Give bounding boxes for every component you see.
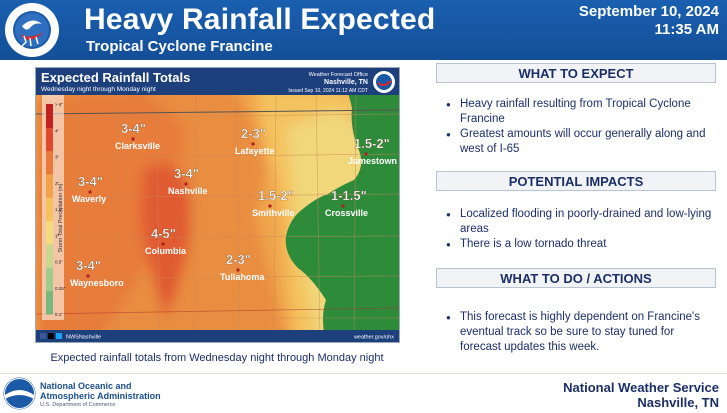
city-marker-icon	[268, 204, 272, 208]
nws-name: National Weather Service	[563, 380, 719, 395]
rainfall-amount: 1.5-2"	[354, 136, 390, 151]
legend-swatch	[46, 290, 53, 315]
issue-time: 11:35 AM	[654, 21, 719, 38]
city-name: Jamestown	[348, 156, 397, 166]
rainfall-amount: 4-5"	[151, 226, 176, 241]
page-subtitle: Tropical Cyclone Francine	[86, 38, 273, 55]
issued-time: Issued Sep 10, 2024 11:12 AM CDT	[288, 88, 368, 94]
city-name: Columbia	[145, 246, 187, 256]
city-label: 1-1.5" Crossville	[325, 188, 368, 218]
social-icons	[40, 333, 62, 339]
section-heading-impacts: POTENTIAL IMPACTS	[436, 171, 716, 191]
nws-small-logo-icon	[373, 71, 395, 93]
city-marker-icon	[131, 137, 135, 141]
bullet-item: Greatest amounts will occur generally al…	[446, 127, 716, 157]
city-name: Smithville	[252, 208, 295, 218]
noaa-name-line1: National Oceanic and	[40, 381, 132, 391]
city-marker-icon	[86, 274, 90, 278]
precip-legend: Storm Total Precipitation (in)	[42, 90, 64, 320]
noaa-name-line2: Atmospheric Administration	[40, 391, 161, 401]
city-label: 4-5" Columbia	[145, 226, 187, 256]
legend-title: Storm Total Precipitation (in)	[58, 183, 64, 252]
city-marker-icon	[161, 242, 165, 246]
rainfall-amount: 3-4"	[121, 121, 146, 136]
legend-swatch	[46, 174, 53, 198]
legend-tick-label: 0.25"	[55, 286, 66, 291]
page-title: Heavy Rainfall Expected	[84, 3, 436, 36]
rainfall-amount: 3-4"	[78, 174, 103, 189]
city-label: 3-4" Waynesboro	[70, 258, 124, 288]
city-marker-icon	[251, 142, 255, 146]
city-marker-icon	[341, 204, 345, 208]
rainfall-amount: 3-4"	[76, 258, 101, 273]
map-title: Expected Rainfall Totals	[41, 70, 190, 85]
footer: National Oceanic and Atmospheric Adminis…	[0, 373, 727, 413]
nws-office: Nashville, TN	[637, 395, 719, 410]
city-marker-icon	[184, 182, 188, 186]
office-city: Nashville, TN	[324, 79, 368, 86]
legend-tick-label: 0.1"	[55, 312, 63, 317]
city-name: Lafayette	[235, 146, 275, 156]
section-heading-expect: WHAT TO EXPECT	[436, 63, 716, 83]
nws-logo-icon	[5, 3, 59, 57]
bullet-item: This forecast is highly dependent on Fra…	[446, 310, 716, 355]
city-label: 2-3" Tullahoma	[220, 252, 265, 282]
city-marker-icon	[236, 268, 240, 272]
legend-swatch	[46, 150, 53, 175]
bullet-item: There is a low tornado threat	[446, 237, 716, 252]
bullet-item: Localized flooding in poorly-drained and…	[446, 207, 716, 237]
city-name: Clarksville	[115, 141, 160, 151]
legend-tick-label: 0.5"	[55, 260, 63, 265]
city-name: Waynesboro	[70, 278, 124, 288]
city-label: 2-3" Lafayette	[235, 126, 275, 156]
city-label: 3-4" Nashville	[168, 166, 208, 196]
map-website: weather.gov/ohx	[353, 335, 394, 341]
city-marker-icon	[88, 190, 92, 194]
office-label: Weather Forecast Office	[309, 72, 368, 78]
map-period: Wednesday night through Monday night	[41, 86, 156, 93]
legend-tick-label: > 6"	[55, 102, 63, 107]
legend-swatch	[46, 197, 53, 222]
legend-swatch	[46, 267, 53, 292]
noaa-logo-icon	[3, 377, 36, 410]
city-name: Crossville	[325, 208, 368, 218]
rainfall-amount: 1-1.5"	[331, 188, 367, 203]
city-label: 3-4" Waverly	[72, 174, 106, 204]
legend-tick-label: 1"	[55, 233, 60, 238]
rainfall-amount: 2-3"	[241, 126, 266, 141]
issue-date: September 10, 2024	[578, 3, 719, 20]
city-label: 1.5-2" Smithville	[252, 188, 295, 218]
city-name: Nashville	[168, 186, 208, 196]
rainfall-amount: 2-3"	[226, 252, 251, 267]
city-name: Tullahoma	[220, 272, 265, 282]
legend-tick-label: 4"	[55, 128, 60, 133]
city-marker-icon	[364, 152, 368, 156]
social-handle: NWSNashville	[66, 335, 101, 341]
section-bullets-expect: Heavy rainfall resulting from Tropical C…	[446, 97, 716, 157]
rainfall-amount: 1.5-2"	[258, 188, 294, 203]
map-caption: Expected rainfall totals from Wednesday …	[50, 352, 384, 364]
city-name: Waverly	[72, 194, 106, 204]
legend-tick-label: 3"	[55, 155, 60, 160]
bullet-item: Heavy rainfall resulting from Tropical C…	[446, 97, 716, 127]
legend-swatch	[46, 220, 53, 245]
header-banner: Heavy Rainfall Expected Tropical Cyclone…	[0, 0, 727, 60]
legend-tick-label: 2"	[55, 181, 60, 186]
rainfall-amount: 3-4"	[174, 166, 199, 181]
legend-tick-label: 1.5"	[55, 207, 63, 212]
city-label: 1.5-2" Jamestown	[348, 136, 397, 166]
rainfall-map: Storm Total Precipitation (in) > 6" 4" 3" 2…	[35, 67, 400, 343]
legend-swatch	[46, 104, 53, 128]
section-heading-actions: WHAT TO DO / ACTIONS	[436, 268, 716, 288]
noaa-department: U.S. Department of Commerce	[40, 402, 116, 408]
section-bullets-actions: This forecast is highly dependent on Fra…	[446, 310, 716, 355]
legend-swatch	[46, 244, 53, 268]
section-bullets-impacts: Localized flooding in poorly-drained and…	[446, 207, 716, 252]
legend-swatch	[46, 127, 53, 152]
rainfall-map-graphic: Storm Total Precipitation (in) > 6" 4" 3" 2…	[36, 68, 399, 342]
city-label: 3-4" Clarksville	[115, 121, 160, 151]
